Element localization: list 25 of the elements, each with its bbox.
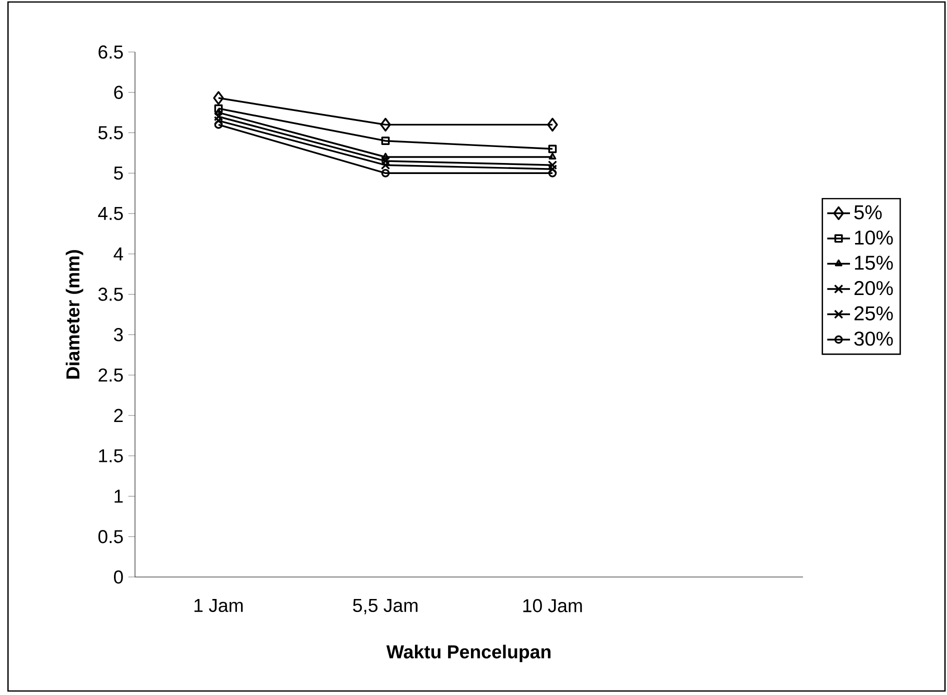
- x-tick-label: 1 Jam: [194, 599, 243, 612]
- y-tick-label: 6: [114, 86, 123, 99]
- y-tick-label: 5: [114, 166, 123, 180]
- y-tick-label: 4.5: [98, 207, 123, 220]
- x-tick-label: 10 Jam: [523, 599, 582, 612]
- y-tick-label: 5.5: [98, 126, 123, 140]
- y-tick-label: 1: [114, 490, 123, 503]
- legend-label: 20%: [854, 280, 893, 296]
- legend-label: 25%: [854, 306, 893, 320]
- x-axis-title: Waktu Pencelupan: [386, 644, 550, 662]
- y-tick-label: 3: [114, 328, 123, 342]
- y-tick-label: 2.5: [98, 368, 123, 382]
- y-tick-label: 3.5: [98, 288, 123, 301]
- y-tick-label: 1.5: [99, 449, 123, 462]
- y-tick-label: 6.5: [98, 45, 123, 59]
- legend-label: 30%: [854, 332, 893, 346]
- y-tick-label: 0: [114, 570, 123, 584]
- y-tick-label: 2: [114, 408, 123, 422]
- legend-label: 5%: [854, 205, 882, 220]
- legend-label: 10%: [855, 230, 893, 245]
- y-tick-label: 4: [114, 248, 124, 260]
- x-tick-label: 5,5 Jam: [353, 599, 418, 614]
- legend-label: 15%: [855, 256, 893, 270]
- y-axis-title: Diameter (mm): [66, 250, 84, 379]
- y-tick-label: 0.5: [98, 530, 123, 544]
